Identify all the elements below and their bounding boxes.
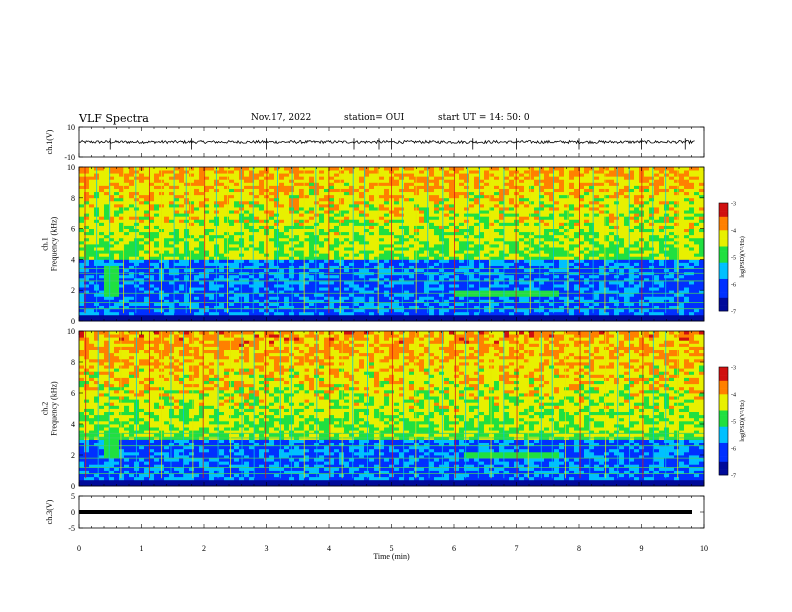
spectrogram-ch1-x-ticks xyxy=(78,167,705,321)
spectrogram-ch1-colorbar-tick: -4 xyxy=(731,229,736,235)
x-tick-label: 2 xyxy=(202,544,206,553)
spectrogram-ch2-colorbar-label: log(PSD)(V²/Hz) xyxy=(739,400,746,441)
waveform-ch1-x-ticks xyxy=(78,127,705,157)
spectrogram-ch2-y-tick-label: 0 xyxy=(71,482,75,491)
spectrogram-ch2-colorbar xyxy=(718,366,729,476)
spectrogram-ch2-y-label: Frequency (kHz) xyxy=(50,381,59,436)
date-label: Nov.17, 2022 xyxy=(251,113,312,123)
spectrogram-ch1-y-tick-label: 0 xyxy=(71,317,75,326)
x-tick-label: 9 xyxy=(640,544,644,553)
spectrogram-ch1-y-tick-label: 8 xyxy=(71,194,75,203)
x-tick-label: 5 xyxy=(390,544,394,553)
spectrogram-ch2-y-tick-label: 2 xyxy=(71,451,75,460)
x-tick-label: 7 xyxy=(515,544,519,553)
spectrogram-ch2-colorbar-tick: -4 xyxy=(731,393,736,399)
spectrogram-ch2-image xyxy=(79,331,705,487)
spectrogram-ch1-y-tick-label: 10 xyxy=(67,163,75,172)
waveform-ch1-trace xyxy=(78,138,695,150)
spectrogram-ch2-y-label: ch.2 xyxy=(41,402,50,416)
spectrogram-ch2-y-tick-label: 4 xyxy=(71,420,75,429)
waveform-ch1-y-label: ch.1(V) xyxy=(45,129,54,154)
ch1-trace xyxy=(78,139,695,145)
spectrogram-ch2-y-tick-label: 10 xyxy=(67,327,75,336)
waveform-ch1-y-tick-label: -10 xyxy=(64,153,75,162)
spectrogram-ch1-colorbar-tick: -5 xyxy=(731,256,736,262)
spectrogram-ch1-y-tick-label: 2 xyxy=(71,286,75,295)
figure-title: VLF Spectra xyxy=(79,112,149,125)
spectrogram-ch1-y-label: Frequency (kHz) xyxy=(50,216,59,271)
spectrogram-ch1-y-tick-label: 6 xyxy=(71,225,75,234)
spectrogram-ch1-colorbar xyxy=(718,202,729,312)
spectrogram-ch1-y-tick-label: 4 xyxy=(71,255,75,264)
spectrogram-ch1-colorbar-label: log(PSD)(V²/Hz) xyxy=(739,236,746,277)
spectrogram-ch1-colorbar-tick: -6 xyxy=(731,283,736,289)
waveform-ch3-y-tick-label: -5 xyxy=(68,524,75,533)
spectrogram-ch2-y-tick-label: 8 xyxy=(71,358,75,367)
spectrogram-ch1-colorbar-tick: -7 xyxy=(731,310,736,316)
spectrogram-ch2-y-tick-label: 6 xyxy=(71,389,75,398)
waveform-ch1-y-tick-label: 10 xyxy=(67,123,75,132)
waveform-ch3-y-tick-label: 5 xyxy=(71,492,75,501)
waveform-ch3-y-label: ch.3(V) xyxy=(45,499,54,524)
spectrogram-ch2-colorbar-tick: -6 xyxy=(731,447,736,453)
x-tick-label: 3 xyxy=(265,544,269,553)
start-time-label: start UT = 14: 50: 0 xyxy=(438,113,530,123)
spectrogram-ch2-colorbar-tick: -5 xyxy=(731,420,736,426)
spectrogram-ch1-y-label: ch.1 xyxy=(41,237,50,251)
spectrogram-ch2-x-ticks xyxy=(78,331,705,486)
spectrogram-ch2-colorbar-tick: -3 xyxy=(731,366,736,372)
spectrogram-ch1-colorbar-tick: -3 xyxy=(731,202,736,208)
x-tick-label: 1 xyxy=(140,544,144,553)
x-tick-label: 0 xyxy=(77,544,81,553)
station-label: station= OUI xyxy=(344,113,405,123)
x-tick-label: 4 xyxy=(327,544,331,553)
x-tick-label: 10 xyxy=(700,544,708,553)
x-tick-label: 6 xyxy=(452,544,456,553)
waveform-ch3-y-tick-label: 0 xyxy=(71,508,75,517)
x-axis-label: Time (min) xyxy=(373,552,410,561)
spectrogram-ch2-colorbar-tick: -7 xyxy=(731,474,736,480)
waveform-ch3-x-ticks xyxy=(78,496,705,528)
x-tick-label: 8 xyxy=(577,544,581,553)
spectrogram-ch1-image xyxy=(79,167,705,322)
